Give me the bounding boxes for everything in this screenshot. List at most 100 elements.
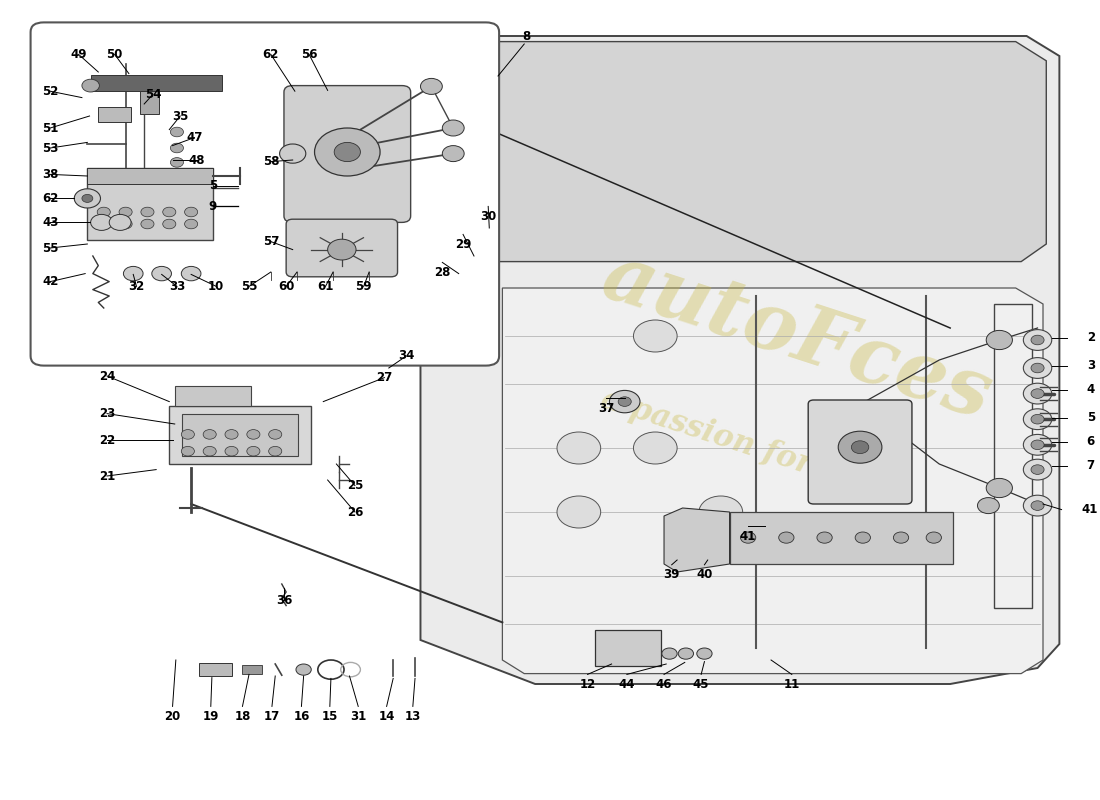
Text: 41: 41 (740, 530, 757, 542)
Bar (175, 386, 251, 406)
Text: 58: 58 (263, 155, 279, 168)
Circle shape (557, 496, 601, 528)
Text: 14: 14 (378, 710, 395, 722)
Circle shape (1031, 440, 1044, 450)
Circle shape (141, 207, 154, 217)
Bar (140, 91, 159, 114)
Text: 28: 28 (434, 266, 451, 278)
Text: 12: 12 (580, 678, 596, 690)
Text: 25: 25 (346, 479, 363, 492)
Circle shape (1031, 465, 1044, 474)
Bar (183, 414, 298, 456)
Text: 46: 46 (656, 678, 672, 690)
Circle shape (926, 532, 942, 543)
Circle shape (170, 158, 184, 167)
Text: 37: 37 (598, 402, 614, 414)
Text: 2: 2 (1087, 331, 1094, 344)
Text: 39: 39 (663, 568, 680, 581)
Text: 27: 27 (376, 371, 393, 384)
Bar (169, 406, 311, 464)
Circle shape (779, 532, 794, 543)
Text: 29: 29 (455, 238, 471, 250)
Circle shape (1023, 434, 1052, 455)
Circle shape (1031, 389, 1044, 398)
Circle shape (696, 648, 712, 659)
Circle shape (182, 430, 195, 439)
Circle shape (97, 219, 110, 229)
Text: 19: 19 (202, 710, 219, 722)
Text: 50: 50 (107, 48, 123, 61)
Circle shape (893, 532, 909, 543)
Circle shape (1023, 358, 1052, 378)
Text: 4: 4 (1087, 383, 1094, 396)
FancyBboxPatch shape (284, 86, 410, 222)
Circle shape (81, 194, 92, 202)
Circle shape (268, 446, 282, 456)
Text: 13: 13 (405, 710, 421, 722)
FancyBboxPatch shape (31, 22, 499, 366)
Circle shape (817, 532, 833, 543)
FancyBboxPatch shape (286, 219, 397, 277)
Circle shape (855, 532, 870, 543)
Bar (199, 663, 231, 676)
Circle shape (448, 266, 487, 295)
Circle shape (170, 127, 184, 137)
Text: 15: 15 (321, 710, 338, 722)
Circle shape (119, 219, 132, 229)
Text: 17: 17 (264, 710, 280, 722)
Text: 33: 33 (168, 280, 185, 293)
Text: 52: 52 (42, 85, 58, 98)
Bar (994, 304, 1032, 608)
Circle shape (1031, 363, 1044, 373)
Bar (595, 630, 661, 666)
Circle shape (634, 432, 678, 464)
Circle shape (662, 648, 678, 659)
Circle shape (1023, 409, 1052, 430)
Text: 11: 11 (783, 678, 800, 690)
Circle shape (1031, 501, 1044, 510)
Circle shape (246, 430, 260, 439)
Circle shape (987, 330, 1012, 350)
Circle shape (296, 664, 311, 675)
Circle shape (163, 219, 176, 229)
Circle shape (442, 120, 464, 136)
Circle shape (1023, 383, 1052, 404)
Text: 61: 61 (317, 280, 333, 293)
Polygon shape (503, 288, 1043, 674)
Circle shape (328, 239, 356, 260)
Circle shape (987, 478, 1012, 498)
Circle shape (163, 207, 176, 217)
Text: 40: 40 (696, 568, 713, 581)
Circle shape (246, 446, 260, 456)
Text: 59: 59 (355, 280, 372, 293)
Circle shape (315, 128, 381, 176)
Text: 49: 49 (70, 48, 87, 61)
Text: 62: 62 (263, 48, 279, 61)
Circle shape (1023, 495, 1052, 516)
Circle shape (182, 446, 195, 456)
Circle shape (226, 446, 238, 456)
Text: 5: 5 (1087, 411, 1094, 424)
Text: 23: 23 (99, 407, 116, 420)
Circle shape (123, 266, 143, 281)
Circle shape (109, 214, 131, 230)
Circle shape (75, 189, 100, 208)
FancyBboxPatch shape (808, 400, 912, 504)
Text: 36: 36 (276, 594, 293, 606)
Text: 7: 7 (1087, 459, 1094, 472)
Text: 53: 53 (42, 142, 58, 154)
Circle shape (152, 266, 172, 281)
Text: autoFces: autoFces (593, 237, 1001, 435)
Circle shape (679, 648, 693, 659)
Text: 3: 3 (1087, 359, 1094, 372)
Circle shape (420, 78, 442, 94)
Text: 21: 21 (99, 470, 116, 482)
Circle shape (838, 431, 882, 463)
Bar (242, 665, 262, 674)
Bar (98, 107, 131, 122)
Circle shape (268, 430, 282, 439)
Polygon shape (431, 42, 1046, 262)
Text: 18: 18 (234, 710, 251, 722)
Circle shape (698, 496, 742, 528)
Text: 42: 42 (42, 275, 58, 288)
